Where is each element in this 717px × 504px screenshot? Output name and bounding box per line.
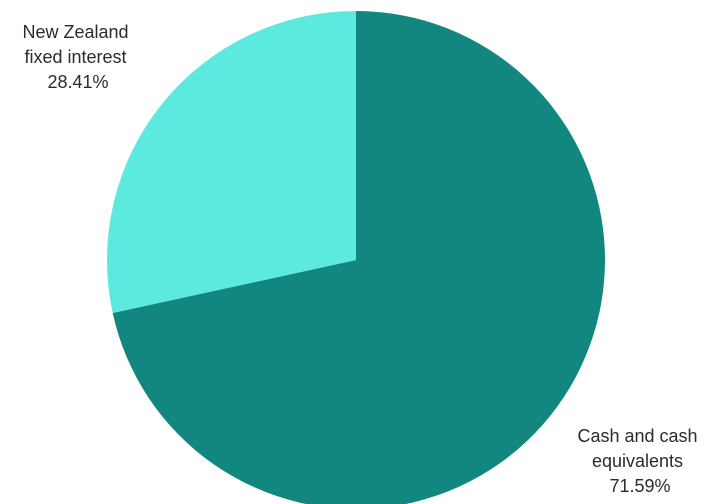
slice-label-nz-line1: New Zealand (22, 22, 128, 42)
slice-label-cash-line2: equivalents (592, 451, 683, 471)
slice-label-cash: Cash and cash equivalents 71.59% (577, 426, 702, 496)
pie-slices (106, 11, 605, 504)
pie-slice-cash-and-cash-equivalents (112, 11, 605, 504)
slice-label-nz-fixed-interest: New Zealand fixed interest 28.41% (22, 22, 133, 92)
slice-label-cash-value: 71.59% (609, 476, 670, 496)
slice-label-nz-value: 28.41% (47, 72, 108, 92)
slice-label-nz-line2: fixed interest (24, 47, 126, 67)
pie-slice-new-zealand-fixed-interest (106, 11, 356, 313)
slice-label-cash-line1: Cash and cash (577, 426, 697, 446)
